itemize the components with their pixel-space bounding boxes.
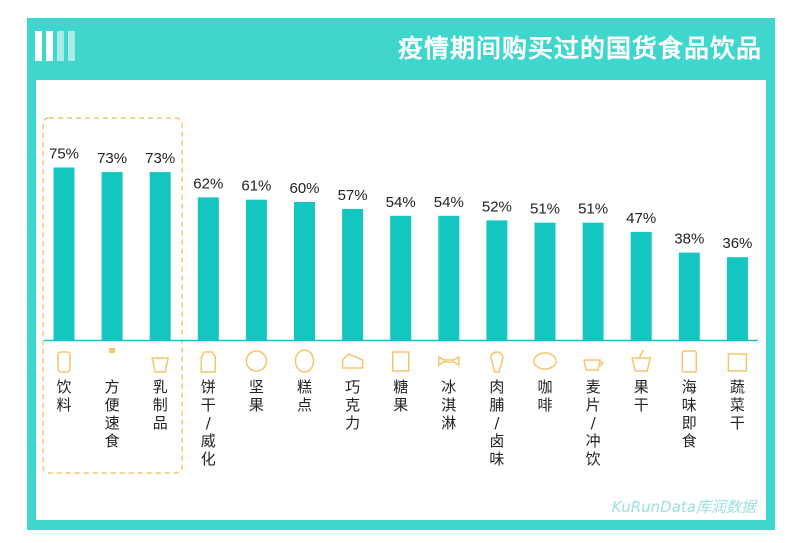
cereal-bowl-icon bbox=[583, 359, 605, 371]
data-label: 54% bbox=[386, 194, 416, 211]
nut-icon bbox=[245, 350, 268, 372]
watermark: KuRunData库润数据 bbox=[611, 498, 756, 516]
category-label: 糕点 bbox=[297, 378, 312, 414]
category-label: 饼干/威化 bbox=[201, 378, 216, 468]
candy-icon bbox=[391, 351, 410, 372]
data-label: 62% bbox=[193, 175, 223, 192]
category-label: 麦片/冲饮 bbox=[586, 378, 601, 468]
data-label: 51% bbox=[578, 201, 608, 218]
category-label: 饮料 bbox=[56, 378, 71, 414]
fruit-juice-icon bbox=[631, 349, 652, 372]
data-label: 57% bbox=[338, 187, 368, 204]
bottle-icon bbox=[57, 351, 71, 373]
category-label: 乳制品 bbox=[153, 378, 168, 432]
cake-icon bbox=[294, 349, 315, 373]
chocolate-icon bbox=[341, 353, 364, 369]
bar bbox=[438, 215, 460, 340]
chart-title: 疫情期间购买过的国货食品饮品 bbox=[397, 34, 762, 63]
bar bbox=[726, 257, 748, 340]
category-label: 坚果 bbox=[249, 378, 264, 414]
data-label: 73% bbox=[97, 150, 127, 167]
data-label: 75% bbox=[49, 146, 79, 163]
bar bbox=[197, 197, 219, 340]
bar bbox=[582, 222, 604, 340]
vegetable-jar-icon bbox=[727, 353, 748, 372]
data-label: 61% bbox=[241, 178, 271, 195]
bar bbox=[486, 220, 508, 340]
data-label: 36% bbox=[722, 235, 752, 252]
category-label: 方便速食 bbox=[105, 378, 120, 450]
ice-cream-icon bbox=[438, 355, 460, 367]
noodle-cup-icon bbox=[109, 348, 116, 353]
cookie-icon bbox=[200, 351, 217, 373]
category-label: 冰淇淋 bbox=[441, 378, 456, 432]
milk-carton-icon bbox=[151, 357, 170, 373]
highlight-box bbox=[42, 117, 183, 474]
bar bbox=[149, 172, 171, 340]
seafood-can-icon bbox=[681, 350, 698, 373]
bar bbox=[101, 172, 123, 340]
bar bbox=[53, 167, 75, 340]
category-label: 巧克力 bbox=[345, 378, 360, 432]
coffee-cup-icon bbox=[533, 352, 557, 370]
bar bbox=[342, 208, 364, 340]
data-label: 54% bbox=[434, 194, 464, 211]
category-label: 蔬菜干 bbox=[730, 378, 745, 432]
category-label: 果干 bbox=[634, 378, 649, 414]
bar bbox=[390, 215, 412, 340]
category-label: 咖啡 bbox=[537, 378, 552, 414]
data-label: 52% bbox=[482, 198, 512, 215]
meat-icon bbox=[490, 351, 504, 373]
data-label: 51% bbox=[530, 201, 560, 218]
bar bbox=[630, 231, 652, 340]
data-label: 38% bbox=[674, 231, 704, 248]
bar bbox=[294, 202, 315, 340]
header-stripes-decoration bbox=[35, 31, 75, 61]
bar bbox=[678, 252, 700, 340]
data-label: 47% bbox=[626, 210, 656, 227]
category-label: 海味即食 bbox=[682, 378, 697, 450]
bar bbox=[534, 222, 556, 340]
data-label: 73% bbox=[145, 150, 175, 167]
bar bbox=[245, 199, 267, 340]
category-label: 肉脯/卤味 bbox=[489, 378, 504, 468]
category-label: 糖果 bbox=[393, 378, 408, 414]
data-label: 60% bbox=[289, 180, 319, 197]
